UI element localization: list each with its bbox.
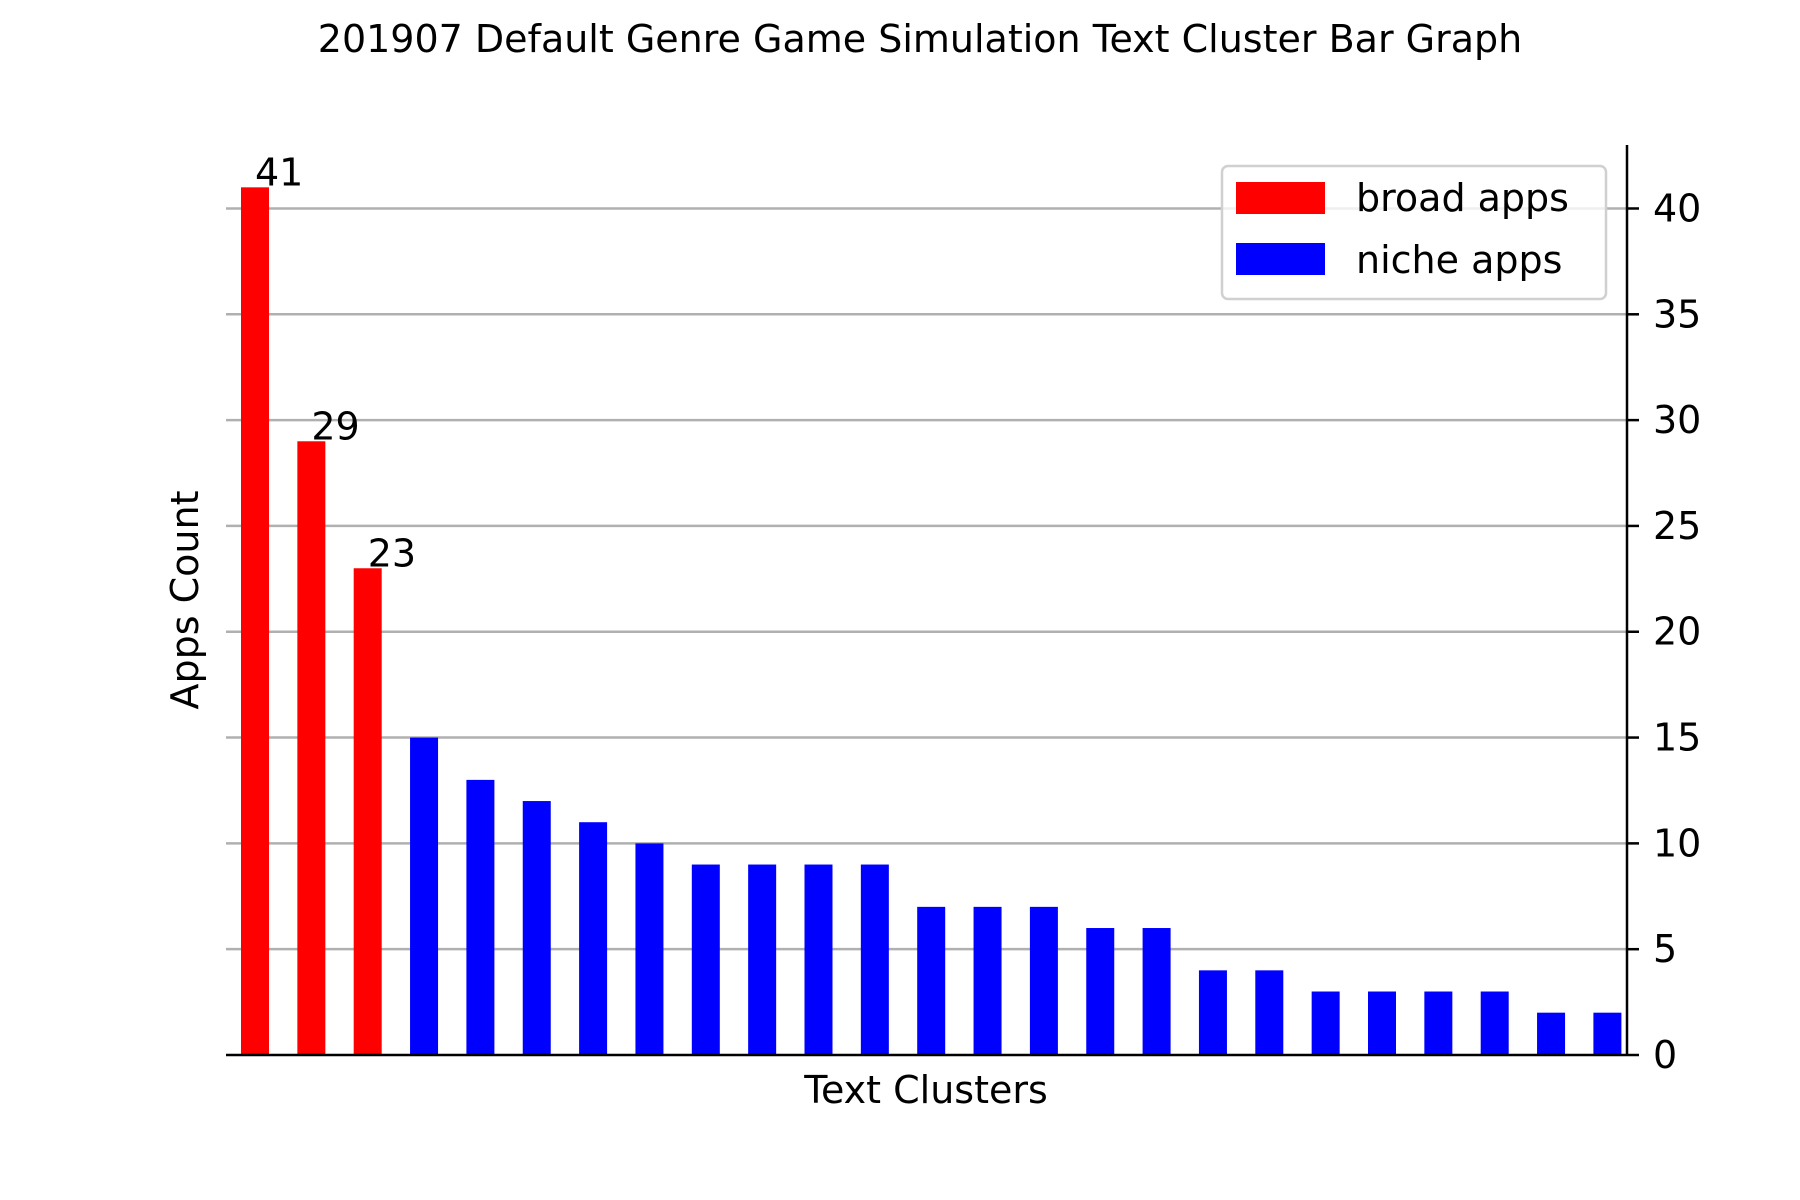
bar-niche-apps-14 [1142,928,1171,1055]
y-tick-label: 20 [1653,610,1701,654]
y-tick-label: 5 [1653,927,1677,971]
bar-niche-apps-8 [804,864,833,1055]
bar-niche-apps-17 [1311,991,1340,1055]
bar-niche-apps-5 [635,843,664,1055]
y-tick-label: 15 [1653,716,1701,760]
bar-niche-apps-11 [973,906,1002,1055]
bar-niche-apps-19 [1424,991,1453,1055]
y-tick-label: 30 [1653,398,1701,442]
legend-swatch-niche-apps [1236,243,1325,275]
y-tick-label: 10 [1653,821,1701,865]
bar-niche-apps-1 [410,737,439,1055]
legend-label-broad-apps: broad apps [1356,176,1569,220]
y-tick-label: 40 [1653,186,1701,230]
bar-niche-apps-4 [579,822,608,1055]
data-labels: 41 29 23 [255,150,416,575]
bar-niche-apps-22 [1593,1012,1622,1055]
bar-niche-apps-21 [1537,1012,1566,1055]
data-label: 23 [368,531,416,575]
bar-niche-apps-9 [860,864,889,1055]
data-label: 29 [311,404,359,448]
grid-lines [226,207,1627,951]
bar-niche-apps-12 [1029,906,1058,1055]
legend-label-niche-apps: niche apps [1356,238,1562,282]
y-axis-label: Apps Count [163,491,207,710]
bar-niche-apps-13 [1086,928,1115,1055]
data-label: 41 [255,150,303,194]
y-tick-label: 25 [1653,504,1701,548]
bar-niche-apps-16 [1255,970,1284,1055]
bar-niche-apps-18 [1368,991,1396,1055]
bar-broad-apps-3 [353,568,382,1055]
chart-title: 201907 Default Genre Game Simulation Tex… [318,17,1522,61]
x-axis-label: Text Clusters [803,1068,1048,1112]
y-tick-label: 35 [1653,292,1701,336]
bar-niche-apps-6 [691,864,720,1055]
bar-niche-apps-2 [466,779,495,1055]
bar-broad-apps-1 [241,187,269,1056]
bars [241,187,1622,1056]
y-axis-ticks: 0 5 10 15 20 25 30 35 40 [1627,186,1701,1077]
legend-swatch-broad-apps [1236,182,1325,214]
bar-niche-apps-7 [748,864,777,1055]
bar-niche-apps-20 [1480,991,1509,1055]
bar-niche-apps-15 [1198,970,1227,1055]
bar-niche-apps-3 [522,801,551,1055]
y-tick-label: 0 [1653,1033,1677,1077]
legend: broad apps niche apps [1220,164,1608,301]
bar-broad-apps-2 [297,441,326,1056]
bar-niche-apps-10 [917,906,946,1055]
